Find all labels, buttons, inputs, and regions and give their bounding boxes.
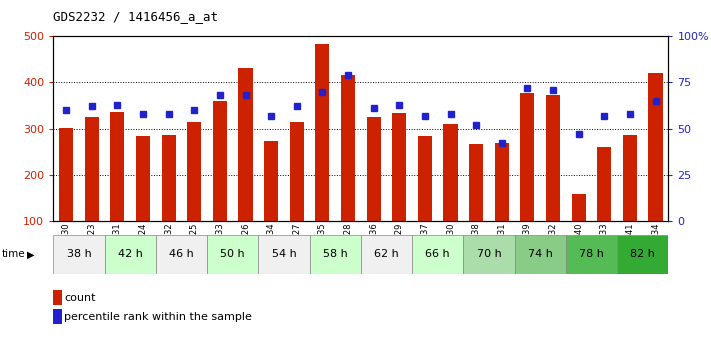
Bar: [110, 112, 124, 221]
Bar: [207, 235, 258, 274]
Bar: [258, 235, 309, 274]
Bar: [136, 136, 150, 221]
Bar: [392, 113, 406, 221]
Text: 62 h: 62 h: [374, 249, 399, 259]
Text: 82 h: 82 h: [630, 249, 655, 259]
Text: count: count: [64, 293, 95, 303]
Bar: [367, 117, 380, 221]
Bar: [53, 235, 105, 274]
Text: ▶: ▶: [27, 249, 35, 259]
Bar: [418, 136, 432, 221]
Text: 66 h: 66 h: [425, 249, 450, 259]
Bar: [156, 235, 207, 274]
Bar: [105, 235, 156, 274]
Bar: [597, 147, 611, 221]
Bar: [572, 194, 586, 221]
Text: 38 h: 38 h: [67, 249, 91, 259]
Text: 70 h: 70 h: [476, 249, 501, 259]
Bar: [59, 128, 73, 221]
Text: 78 h: 78 h: [579, 249, 604, 259]
Bar: [264, 141, 278, 221]
Text: 58 h: 58 h: [323, 249, 348, 259]
Bar: [515, 235, 566, 274]
Bar: [316, 44, 329, 221]
Bar: [520, 92, 535, 221]
Bar: [289, 121, 304, 221]
Text: time: time: [2, 249, 26, 259]
Text: 50 h: 50 h: [220, 249, 245, 259]
Bar: [341, 75, 355, 221]
Bar: [309, 235, 360, 274]
Bar: [495, 143, 509, 221]
Bar: [161, 136, 176, 221]
Bar: [464, 235, 515, 274]
Text: 46 h: 46 h: [169, 249, 194, 259]
Text: 54 h: 54 h: [272, 249, 296, 259]
Text: 42 h: 42 h: [118, 249, 143, 259]
Text: 74 h: 74 h: [528, 249, 552, 259]
Bar: [187, 122, 201, 221]
Bar: [648, 73, 663, 221]
Bar: [617, 235, 668, 274]
Text: GDS2232 / 1416456_a_at: GDS2232 / 1416456_a_at: [53, 10, 218, 23]
Text: percentile rank within the sample: percentile rank within the sample: [64, 312, 252, 322]
Bar: [566, 235, 617, 274]
Bar: [213, 101, 227, 221]
Bar: [546, 95, 560, 221]
Bar: [360, 235, 412, 274]
Bar: [623, 135, 637, 221]
Bar: [238, 68, 252, 221]
Bar: [412, 235, 464, 274]
Bar: [85, 117, 99, 221]
Bar: [469, 144, 483, 221]
Bar: [444, 124, 458, 221]
